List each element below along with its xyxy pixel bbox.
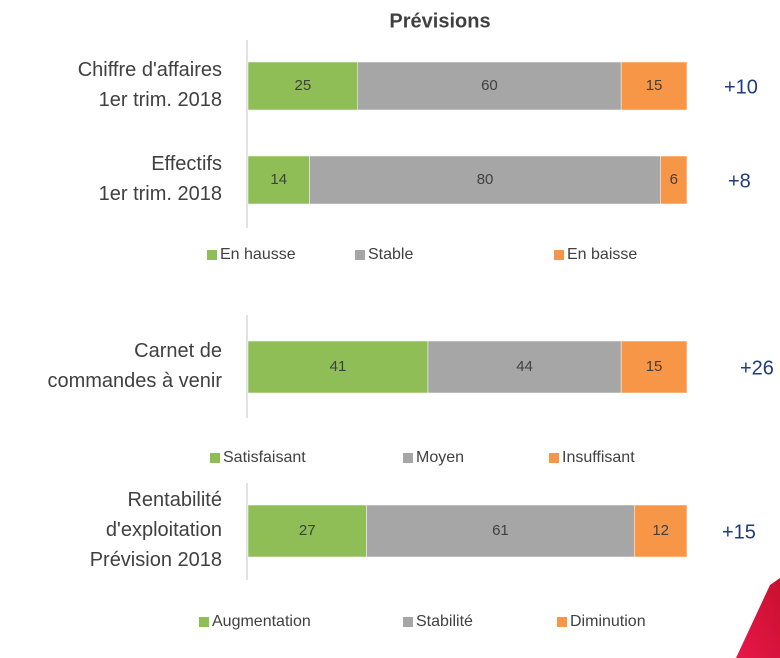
legend-swatch bbox=[554, 250, 564, 260]
annotation: +8 bbox=[728, 170, 751, 192]
category-line: Carnet de bbox=[134, 340, 222, 362]
legend-label: Augmentation bbox=[212, 613, 311, 630]
value-label: 61 bbox=[492, 522, 509, 539]
bar-segment bbox=[247, 61, 358, 111]
legend-label: En baisse bbox=[567, 246, 637, 263]
value-label: 80 bbox=[477, 171, 494, 188]
bar-segment bbox=[620, 340, 688, 394]
category-line: Rentabilité bbox=[127, 489, 222, 511]
category-line: commandes à venir bbox=[47, 370, 222, 392]
legend-label: Stable bbox=[368, 246, 413, 263]
legend-swatch bbox=[199, 617, 209, 627]
legend-swatch bbox=[549, 453, 559, 463]
legend-label: En hausse bbox=[220, 246, 296, 263]
category-line: Effectifs bbox=[151, 153, 222, 175]
category-label: Chiffre d'affaires 1er trim. 2018 bbox=[78, 59, 222, 111]
bar-segment bbox=[357, 61, 622, 111]
legend-swatch bbox=[207, 250, 217, 260]
category-line: 1er trim. 2018 bbox=[99, 89, 222, 111]
bar-segment bbox=[660, 155, 688, 205]
bar-segment bbox=[366, 504, 635, 558]
value-label: 25 bbox=[295, 77, 312, 94]
legend-swatch bbox=[210, 453, 220, 463]
annotation: +10 bbox=[724, 76, 758, 98]
legend-swatch bbox=[557, 617, 567, 627]
value-label: 44 bbox=[516, 358, 533, 375]
category-label: Rentabilité d'exploitation Prévision 2018 bbox=[90, 489, 222, 571]
legend-swatch bbox=[403, 453, 413, 463]
value-label: 60 bbox=[481, 77, 498, 94]
bar-segment bbox=[247, 340, 429, 394]
legend-label: Insuffisant bbox=[562, 449, 635, 466]
value-label: 14 bbox=[270, 171, 287, 188]
value-label: 15 bbox=[646, 358, 663, 375]
bar-segment bbox=[247, 504, 367, 558]
category-line: d'exploitation bbox=[106, 519, 222, 541]
legend-swatch bbox=[403, 617, 413, 627]
value-label: 15 bbox=[646, 77, 663, 94]
annotation: +26 bbox=[740, 357, 774, 379]
legend-label: Stabilité bbox=[416, 613, 473, 630]
legend-label: Moyen bbox=[416, 449, 464, 466]
legend-label: Diminution bbox=[570, 613, 646, 630]
category-line: Chiffre d'affaires bbox=[78, 59, 222, 81]
legend-label: Satisfaisant bbox=[223, 449, 306, 466]
title: Prévisions bbox=[389, 10, 490, 32]
value-label: 6 bbox=[670, 171, 678, 188]
bar-segment bbox=[634, 504, 688, 558]
decoration bbox=[736, 578, 780, 658]
category-label: Effectifs 1er trim. 2018 bbox=[99, 153, 222, 205]
category-line: 1er trim. 2018 bbox=[99, 183, 222, 205]
legend-swatch bbox=[355, 250, 365, 260]
value-label: 41 bbox=[330, 358, 347, 375]
category-line: Prévision 2018 bbox=[90, 549, 222, 571]
value-label: 27 bbox=[299, 522, 316, 539]
bar-segment bbox=[620, 61, 688, 111]
value-label: 12 bbox=[652, 522, 669, 539]
annotation: +15 bbox=[722, 521, 756, 543]
category-label: Carnet de commandes à venir bbox=[47, 340, 222, 392]
bar-segment bbox=[427, 340, 622, 394]
